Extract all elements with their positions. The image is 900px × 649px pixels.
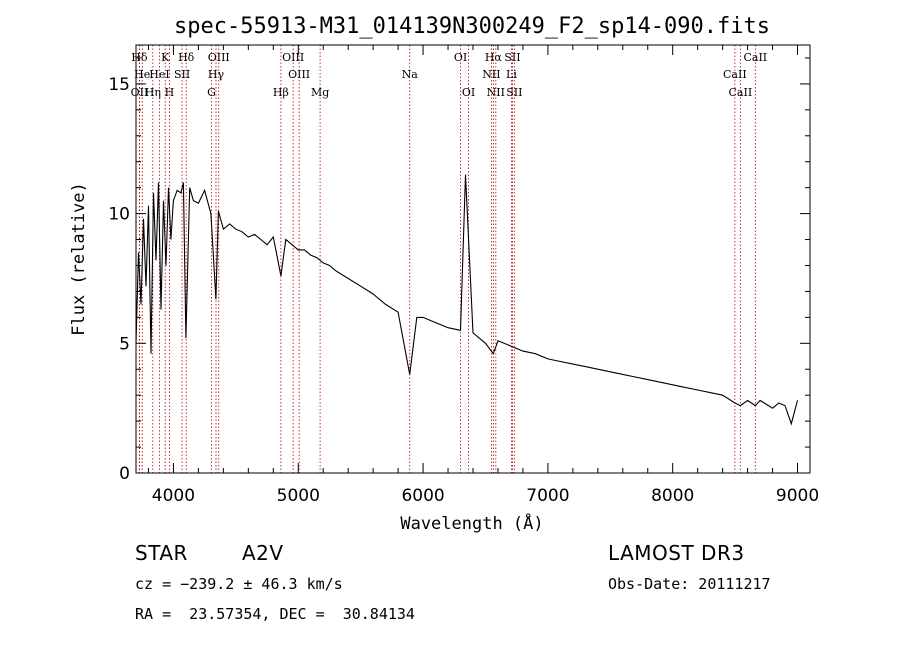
line-label: Na [402,68,419,81]
y-tick-label: 0 [119,464,130,484]
line-label: NII [482,68,500,81]
coordinates: RA = 23.57354, DEC = 30.84134 [135,605,415,623]
line-label: G [207,86,216,99]
line-label: OIII [288,68,310,81]
x-tick-label: 9000 [776,486,819,506]
line-label: SII [506,86,522,99]
line-label: Hη [145,86,161,99]
line-label: OI [462,86,475,99]
line-label: OIII [282,51,304,64]
line-label: SII [504,51,520,64]
line-label: Li [506,68,517,81]
chart-title: spec-55913-M31_014139N300249_F2_sp14-090… [174,14,770,39]
observation-date: Obs-Date: 20111217 [608,575,771,593]
x-axis-ticks: 4000 5000 6000 7000 8000 9000 [147,45,819,506]
x-tick-label: 8000 [651,486,694,506]
line-label: HeI [149,68,169,81]
line-label: Hδ [178,51,195,64]
line-label: Hγ [208,68,225,81]
line-label: NII [487,86,505,99]
y-axis-label: Flux (relative) [69,182,89,336]
line-label: OI [454,51,467,64]
line-label: CaII [743,51,767,64]
line-label: CaII [729,86,753,99]
line-label: He [134,68,150,81]
x-tick-label: 4000 [152,486,195,506]
line-label: OIII [208,51,230,64]
x-tick-label: 6000 [401,486,444,506]
y-axis-ticks: 0 5 10 15 [108,57,810,484]
spectrum-line [135,174,799,426]
line-label: Hα [485,51,503,64]
line-label: H [165,86,175,99]
emission-line-markers [138,45,756,473]
y-tick-label: 5 [119,334,130,354]
x-tick-label: 7000 [526,486,569,506]
x-axis-label: Wavelength (Å) [400,512,543,534]
line-label: OII [131,86,149,99]
survey-name: LAMOST DR3 [608,541,745,565]
object-subclass: A2V [242,541,284,565]
x-tick-label: 5000 [277,486,320,506]
line-label: Hβ [273,86,289,99]
line-label: K [161,51,170,64]
line-label: Mg [311,86,329,99]
y-tick-label: 10 [108,205,130,225]
line-label: SII [174,68,190,81]
plot-frame [135,44,811,474]
object-class: STAR [135,541,188,565]
redshift-velocity: cz = −239.2 ± 46.3 km/s [135,575,343,593]
line-label: CaII [723,68,747,81]
y-tick-label: 15 [108,75,130,95]
